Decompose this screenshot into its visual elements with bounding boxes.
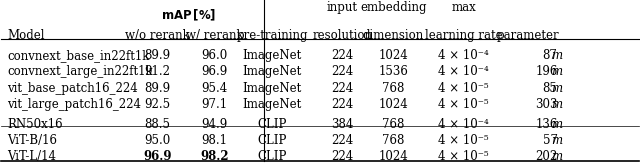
Text: dimension: dimension [363,29,424,42]
Text: m: m [552,65,563,78]
Text: pre-training: pre-training [236,29,308,42]
Text: 224: 224 [332,49,353,62]
Text: m: m [552,98,563,111]
Text: w/ rerank: w/ rerank [186,29,243,42]
Text: m: m [552,150,563,163]
Text: ImageNet: ImageNet [243,65,301,78]
Text: 4 × 10⁻⁵: 4 × 10⁻⁵ [438,98,489,111]
Text: m: m [552,118,563,131]
Text: 303: 303 [535,98,557,111]
Text: Model: Model [7,29,45,42]
Text: 224: 224 [332,150,353,163]
Text: 4 × 10⁻⁴: 4 × 10⁻⁴ [438,49,489,62]
Text: CLIP: CLIP [257,134,287,147]
Text: m: m [552,49,563,62]
Text: ViT-L/14: ViT-L/14 [7,150,56,163]
Text: 95.4: 95.4 [202,82,228,94]
Text: 4 × 10⁻⁴: 4 × 10⁻⁴ [438,118,489,131]
Text: ViT-B/16: ViT-B/16 [7,134,57,147]
Text: 87: 87 [543,49,557,62]
Text: embedding: embedding [360,1,427,14]
Text: 4 × 10⁻⁴: 4 × 10⁻⁴ [438,65,489,78]
Text: 768: 768 [382,82,404,94]
Text: ImageNet: ImageNet [243,98,301,111]
Text: 4 × 10⁻⁵: 4 × 10⁻⁵ [438,134,489,147]
Text: 224: 224 [332,65,353,78]
Text: 1024: 1024 [379,49,408,62]
Text: 96.0: 96.0 [202,49,228,62]
Text: 96.9: 96.9 [202,65,228,78]
Text: 202: 202 [535,150,557,163]
Text: max: max [451,1,476,14]
Text: 94.9: 94.9 [202,118,228,131]
Text: 95.0: 95.0 [144,134,170,147]
Text: resolution: resolution [312,29,372,42]
Text: 89.9: 89.9 [144,49,170,62]
Text: 85: 85 [543,82,557,94]
Text: CLIP: CLIP [257,118,287,131]
Text: CLIP: CLIP [257,150,287,163]
Text: 224: 224 [332,98,353,111]
Text: convnext_large_in22ft1k: convnext_large_in22ft1k [7,65,153,78]
Text: learning rate: learning rate [425,29,502,42]
Text: 98.2: 98.2 [200,150,229,163]
Text: 224: 224 [332,134,353,147]
Text: ImageNet: ImageNet [243,49,301,62]
Text: 91.2: 91.2 [144,65,170,78]
Text: 384: 384 [331,118,353,131]
Text: 768: 768 [382,134,404,147]
Text: parameter: parameter [497,29,559,42]
Text: 4 × 10⁻⁵: 4 × 10⁻⁵ [438,150,489,163]
Text: $\mathbf{mAP\,[\%]}$: $\mathbf{mAP\,[\%]}$ [161,8,217,23]
Text: convnext_base_in22ft1k: convnext_base_in22ft1k [7,49,150,62]
Text: 89.9: 89.9 [144,82,170,94]
Text: 92.5: 92.5 [144,98,170,111]
Text: w/o rerank: w/o rerank [125,29,189,42]
Text: input: input [327,1,358,14]
Text: m: m [552,134,563,147]
Text: 196: 196 [535,65,557,78]
Text: 224: 224 [332,82,353,94]
Text: RN50x16: RN50x16 [7,118,63,131]
Text: vit_large_patch16_224: vit_large_patch16_224 [7,98,141,111]
Text: vit_base_patch16_224: vit_base_patch16_224 [7,82,138,94]
Text: 4 × 10⁻⁵: 4 × 10⁻⁵ [438,82,489,94]
Text: 1536: 1536 [378,65,408,78]
Text: 1024: 1024 [379,98,408,111]
Text: 97.1: 97.1 [202,98,228,111]
Text: ImageNet: ImageNet [243,82,301,94]
Text: 136: 136 [535,118,557,131]
Text: 96.9: 96.9 [143,150,172,163]
Text: 98.1: 98.1 [202,134,228,147]
Text: m: m [552,82,563,94]
Text: 57: 57 [543,134,557,147]
Text: 768: 768 [382,118,404,131]
Text: 1024: 1024 [379,150,408,163]
Text: 88.5: 88.5 [144,118,170,131]
